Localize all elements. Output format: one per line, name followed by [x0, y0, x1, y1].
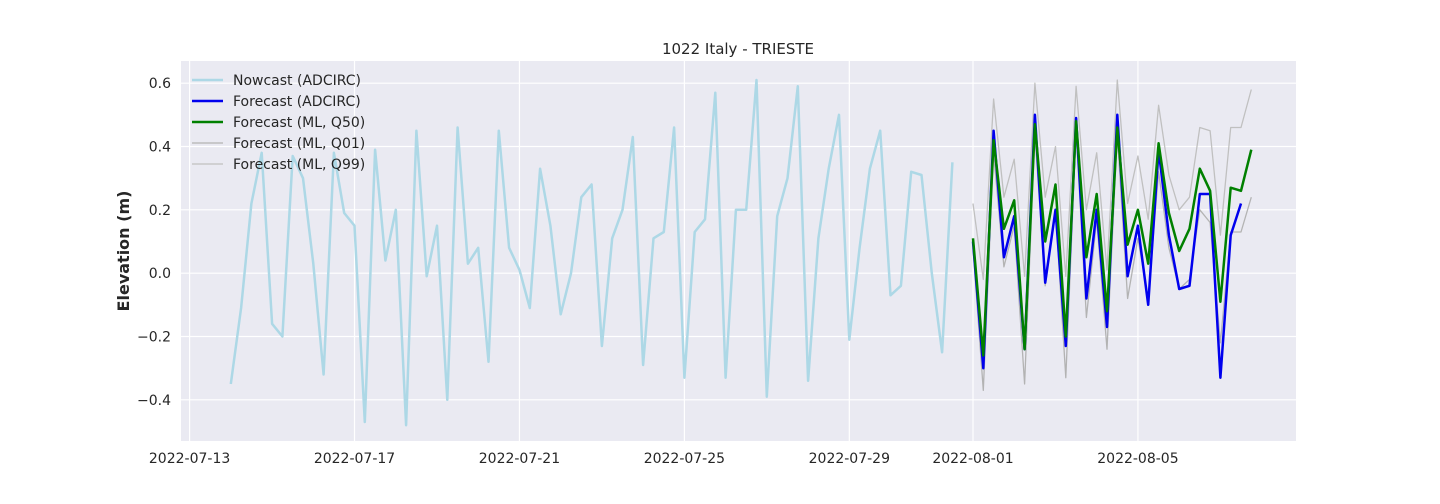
chart-title: 1022 Italy - TRIESTE: [662, 40, 814, 58]
legend-label: Forecast (ML, Q01): [233, 136, 365, 152]
x-tick-label: 2022-08-01: [932, 451, 1013, 467]
y-tick-label: 0.2: [149, 203, 171, 219]
x-tick-label: 2022-07-21: [479, 451, 560, 467]
y-axis-ticks: −0.4 −0.2 0.0 0.2 0.4 0.6: [137, 76, 171, 409]
y-tick-label: 0.6: [149, 76, 171, 92]
x-axis-ticks: 2022-07-13 2022-07-17 2022-07-21 2022-07-25…: [149, 451, 1179, 467]
x-tick-label: 2022-07-13: [149, 451, 230, 467]
series-line-3: [971, 119, 1253, 357]
x-tick-label: 2022-08-05: [1097, 451, 1178, 467]
legend: Nowcast (ADCIRC) Forecast (ADCIRC) Forecas…: [192, 73, 365, 173]
y-axis-label: Elevation (m): [114, 191, 133, 312]
x-tick-label: 2022-07-25: [644, 451, 725, 467]
series-layer: [229, 78, 1253, 427]
y-tick-label: 0.4: [149, 140, 171, 156]
x-tick-label: 2022-07-17: [314, 451, 395, 467]
y-tick-label: −0.4: [137, 393, 171, 409]
y-tick-label: 0.0: [149, 266, 171, 282]
y-tick-label: −0.2: [137, 330, 171, 346]
series-line-5: [972, 79, 1252, 281]
legend-label: Forecast (ML, Q50): [233, 115, 365, 131]
legend-label: Nowcast (ADCIRC): [233, 73, 361, 89]
series-line-1: [229, 78, 954, 427]
x-tick-label: 2022-07-29: [809, 451, 890, 467]
legend-label: Forecast (ML, Q99): [233, 157, 365, 173]
grid-lines: [181, 61, 1296, 441]
legend-label: Forecast (ADCIRC): [233, 94, 361, 110]
